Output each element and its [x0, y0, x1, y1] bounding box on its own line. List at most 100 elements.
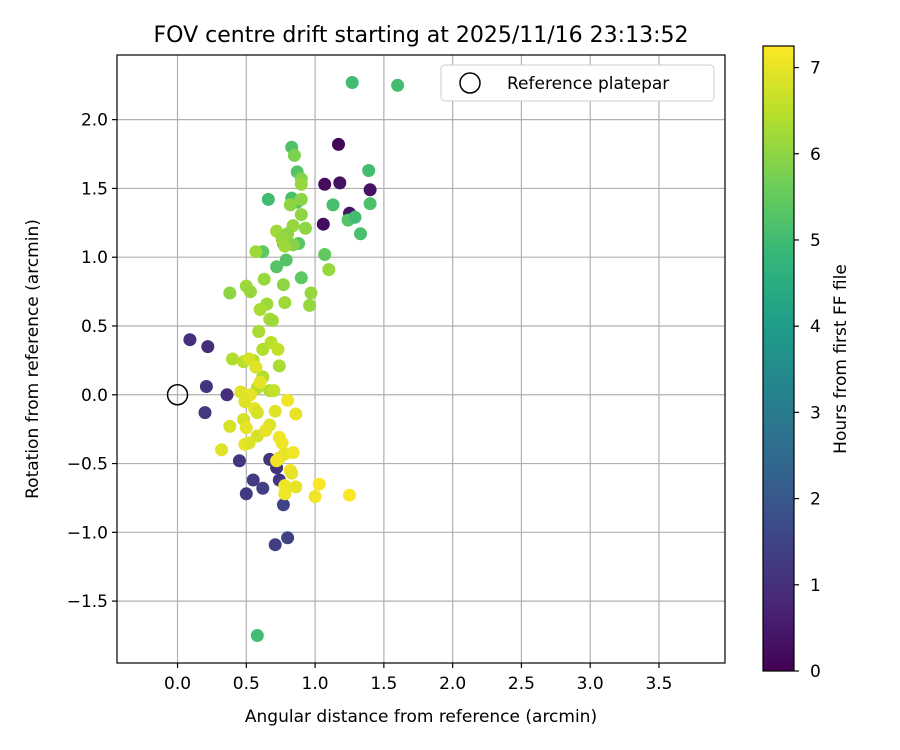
scatter-point	[250, 406, 264, 420]
scatter-point	[265, 314, 279, 327]
scatter-point	[283, 198, 297, 212]
scatter-point	[239, 421, 253, 435]
scatter-point	[256, 481, 270, 495]
scatter-point	[259, 424, 273, 437]
scatter-point	[303, 298, 317, 312]
scatter-point	[333, 176, 347, 190]
legend-box	[440, 64, 715, 102]
legend: Reference platepar	[440, 64, 715, 102]
colorbar-tick-label: 2	[810, 490, 821, 510]
scatter-point	[242, 436, 256, 450]
y-tick-label: 1.0	[81, 248, 108, 268]
colorbar-ticks: 0 1 2 3 4 5 6 7	[794, 59, 821, 682]
scatter-point	[253, 303, 267, 316]
reference-platepar-marker	[166, 384, 189, 406]
scatter-point	[286, 446, 300, 459]
scatter-point	[220, 388, 234, 402]
scatter-point	[261, 192, 275, 206]
scatter-point	[343, 488, 356, 502]
scatter-point	[281, 531, 295, 545]
x-tick-label: 3.0	[577, 674, 604, 694]
scatter-point	[183, 333, 197, 347]
scatter-point	[345, 76, 359, 89]
y-tick-label: −0.5	[67, 455, 108, 475]
scatter-point	[249, 360, 263, 374]
x-tick-label: 3.5	[645, 674, 672, 694]
scatter-point	[270, 454, 284, 468]
grid	[117, 55, 725, 663]
scatter-point	[271, 342, 285, 356]
scatter-point	[312, 477, 326, 491]
scatter-point	[289, 480, 303, 494]
scatter-point	[318, 177, 332, 191]
scatter-point	[281, 393, 295, 407]
scatter-point	[239, 487, 253, 501]
legend-reference-label: Reference platepar	[507, 74, 669, 94]
scatter-point	[278, 487, 292, 501]
scatter-point	[198, 406, 212, 420]
colorbar-tick-label: 4	[810, 317, 821, 337]
scatter-point	[249, 245, 263, 259]
plot-background	[117, 55, 725, 663]
scatter-point	[348, 210, 362, 224]
scatter-point	[215, 443, 228, 457]
scatter-point	[363, 197, 377, 211]
scatter-point	[253, 375, 267, 389]
scatter-point	[322, 263, 336, 277]
colorbar-tick-label: 7	[810, 59, 821, 79]
scatter-point	[270, 260, 284, 274]
scatter-point	[278, 239, 292, 253]
x-axis-ticks: 0.0 0.5 1.0 1.5 2.0 2.5 3.0 3.5	[164, 663, 672, 694]
scatter-point	[316, 217, 330, 231]
scatter-point	[238, 395, 252, 409]
colorbar	[762, 45, 795, 672]
scatter-point	[276, 278, 290, 292]
y-tick-label: 1.5	[81, 179, 108, 199]
scatter-point	[250, 629, 264, 642]
scatter-point	[363, 183, 377, 197]
scatter-point	[201, 340, 215, 354]
scatter-point	[268, 404, 282, 418]
colorbar-tick-label: 6	[810, 145, 821, 165]
scatter-point	[243, 285, 257, 299]
scatter-point	[318, 248, 332, 261]
y-tick-label: 2.0	[81, 111, 108, 131]
colorbar-tick-label: 5	[810, 231, 821, 251]
scatter-point	[223, 419, 237, 433]
scatter-point	[294, 192, 308, 206]
scatter-point	[246, 473, 260, 487]
scatter-point	[294, 177, 308, 191]
scatter-point	[278, 296, 292, 310]
y-tick-label: −1.0	[67, 523, 108, 543]
scatter-point	[275, 436, 289, 450]
scatter-point	[308, 490, 322, 504]
scatter-point	[257, 272, 271, 286]
chart-title: FOV centre drift starting at 2025/11/16 …	[154, 23, 689, 48]
scatter-point	[354, 227, 367, 241]
x-tick-label: 0.5	[233, 674, 260, 694]
y-axis-label: Rotation from reference (arcmin)	[23, 219, 43, 499]
colorbar-tick-label: 0	[810, 662, 821, 682]
scatter-point	[299, 221, 312, 235]
scatter-point	[223, 286, 237, 300]
scatter-point	[285, 466, 299, 480]
scatter-point	[279, 253, 293, 267]
x-tick-label: 2.0	[439, 674, 466, 694]
scatter-point	[272, 359, 286, 373]
scatter-point	[362, 164, 376, 177]
scatter-point	[304, 286, 318, 300]
colorbar-label: Hours from first FF file	[831, 264, 851, 454]
scatter-point	[332, 137, 345, 151]
scatter-point	[294, 271, 308, 285]
scatter-point	[391, 78, 405, 92]
scatter-point	[289, 407, 303, 421]
y-tick-label: 0.0	[81, 386, 108, 406]
x-tick-label: 1.5	[370, 674, 397, 694]
scatter-point	[276, 498, 290, 512]
x-tick-label: 1.0	[302, 674, 329, 694]
scatter-point	[252, 325, 266, 338]
scatter-point	[199, 380, 213, 393]
plot-frame	[116, 54, 726, 664]
y-tick-label: 0.5	[81, 317, 108, 337]
